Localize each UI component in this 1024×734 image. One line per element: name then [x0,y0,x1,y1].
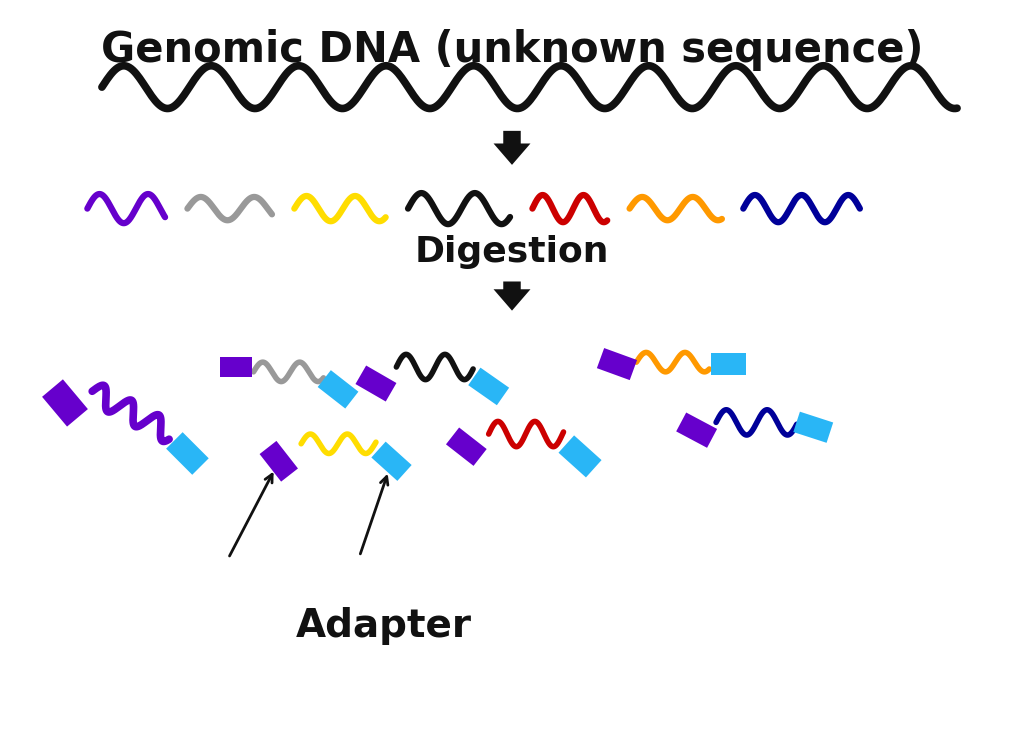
Polygon shape [372,442,412,481]
Polygon shape [468,368,509,405]
Text: Adapter: Adapter [296,608,472,645]
Polygon shape [794,412,834,443]
Text: Digestion: Digestion [415,236,609,269]
Polygon shape [259,441,298,482]
Polygon shape [220,357,252,377]
Polygon shape [355,366,396,401]
Polygon shape [676,413,717,448]
Polygon shape [558,435,601,477]
Polygon shape [597,348,637,380]
Polygon shape [494,281,530,310]
Text: Genomic DNA (unknown sequence): Genomic DNA (unknown sequence) [100,29,924,70]
Polygon shape [42,379,88,426]
Polygon shape [446,427,486,466]
Polygon shape [166,432,209,475]
Polygon shape [317,370,358,409]
Polygon shape [712,353,746,375]
Polygon shape [494,131,530,165]
